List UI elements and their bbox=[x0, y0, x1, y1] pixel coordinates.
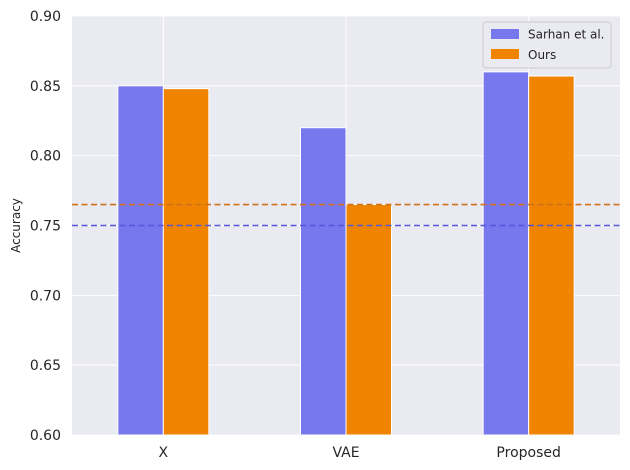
legend-swatch-sarhan bbox=[491, 29, 519, 39]
y-tick-label: 0.80 bbox=[30, 149, 61, 165]
legend-label-ours: Ours bbox=[528, 48, 556, 62]
y-tick-label: 0.85 bbox=[30, 79, 61, 95]
legend: Sarhan et al. Ours bbox=[482, 21, 612, 69]
x-tick-label: X bbox=[159, 445, 169, 461]
y-tick-label: 0.75 bbox=[30, 219, 61, 235]
reference-lines bbox=[72, 203, 620, 227]
x-tick-label: VAE bbox=[332, 445, 359, 461]
bar-sarhan-et-al-proposed bbox=[482, 71, 530, 436]
y-tick-label: 0.90 bbox=[30, 9, 61, 25]
bar-ours-vae bbox=[345, 204, 392, 436]
bar-sarhan-et-al-x bbox=[117, 85, 164, 436]
y-tick-label: 0.65 bbox=[30, 358, 61, 374]
bar-sarhan-et-al-vae bbox=[300, 127, 347, 436]
bar-ours-proposed bbox=[528, 75, 575, 436]
x-tick-label: Proposed bbox=[496, 445, 560, 461]
y-tick-label: 0.60 bbox=[30, 428, 61, 444]
x-tick-labels: X VAE Proposed bbox=[159, 445, 561, 461]
y-tick-label: 0.70 bbox=[30, 288, 61, 304]
legend-label-sarhan: Sarhan et al. bbox=[528, 28, 604, 42]
y-axis-label: Accuracy bbox=[9, 198, 23, 253]
y-tick-labels: 0.60 0.65 0.70 0.75 0.80 0.85 0.90 bbox=[30, 9, 61, 444]
bar-ours-x bbox=[162, 88, 210, 436]
bars bbox=[117, 71, 575, 436]
legend-swatch-ours bbox=[491, 49, 519, 59]
